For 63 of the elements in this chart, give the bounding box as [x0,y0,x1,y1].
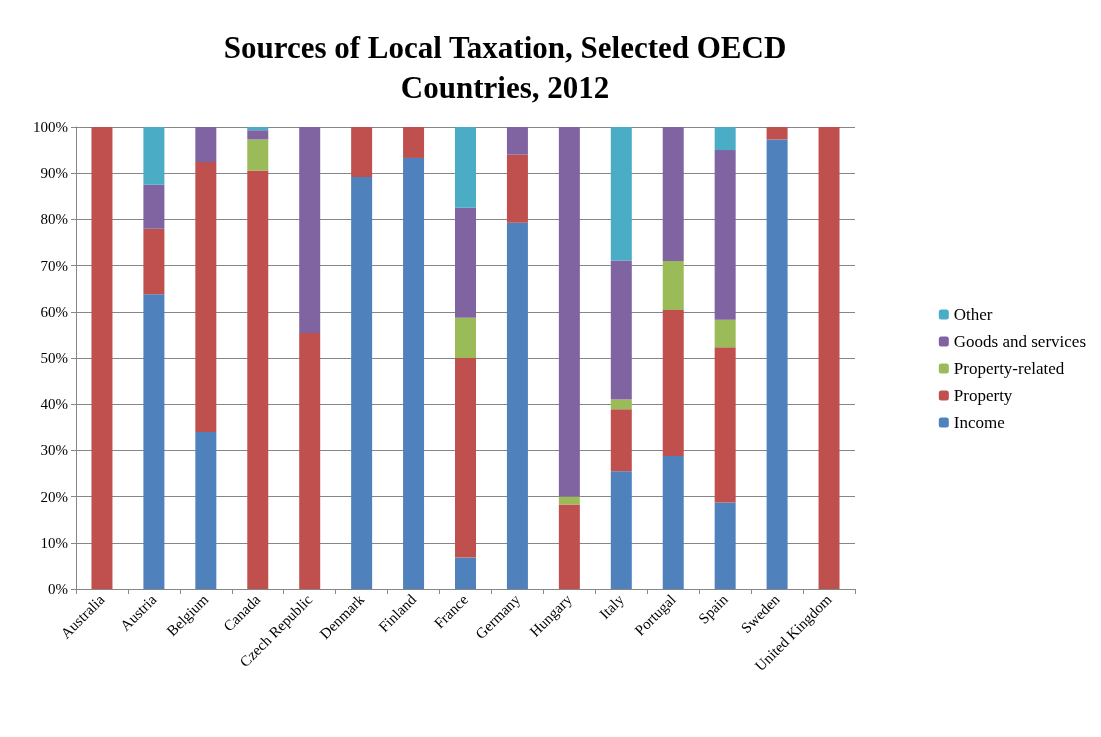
bar [714,347,736,503]
bar [610,399,632,410]
y-tick-label: 70% [40,257,68,274]
bar [506,127,528,155]
bar [506,222,528,589]
bar [247,139,269,171]
bar [299,333,321,589]
y-tick-label: 100% [33,119,68,135]
bar [143,184,165,229]
bar [610,471,632,589]
bar [455,358,476,558]
bar [662,309,684,456]
bar [714,150,736,320]
bar [195,162,217,432]
bar [351,127,373,177]
chart-title: Sources of Local Taxation, Selected OECD Countries, 2012 [223,29,787,105]
bar [662,455,684,589]
bar [558,127,580,497]
legend-label: Goods and services [953,332,1087,351]
bar [455,207,476,318]
bar [766,127,788,140]
y-tick-label: 10% [40,534,68,551]
bar [195,431,217,589]
bar [299,127,321,334]
y-tick-label: 20% [40,488,68,505]
bar [818,127,840,589]
bar [247,170,269,589]
bar [403,127,425,158]
bar [143,294,165,589]
bar [455,317,476,358]
legend-label: Other [953,305,993,324]
bar [143,228,165,295]
bar [247,130,269,140]
bar [610,127,632,261]
bar [714,319,736,348]
y-tick-label: 30% [40,442,68,459]
bar [351,176,373,589]
bar [455,127,476,208]
legend-label: Income [953,413,1005,432]
y-tick-label: 40% [40,396,68,413]
bar [455,557,476,589]
x-tick-label: Italy [596,590,628,623]
bar [403,157,425,589]
bar [143,127,165,185]
legend-label: Property [953,386,1013,405]
bar [714,127,736,151]
bar [195,127,217,163]
y-tick-label: 90% [40,165,68,182]
y-tick-label: 60% [40,303,68,320]
bar [558,504,580,589]
y-tick-label: 80% [40,211,68,228]
bar [247,127,269,131]
bar [766,139,788,589]
y-tick-label: 0% [48,581,68,597]
bar [662,127,684,261]
y-tick-label: 50% [40,350,68,366]
bar [610,260,632,400]
bar [506,154,528,223]
bar [91,127,113,589]
bar [662,260,684,310]
bar [610,409,632,472]
legend-label: Property-related [953,359,1065,378]
bar [714,502,736,589]
